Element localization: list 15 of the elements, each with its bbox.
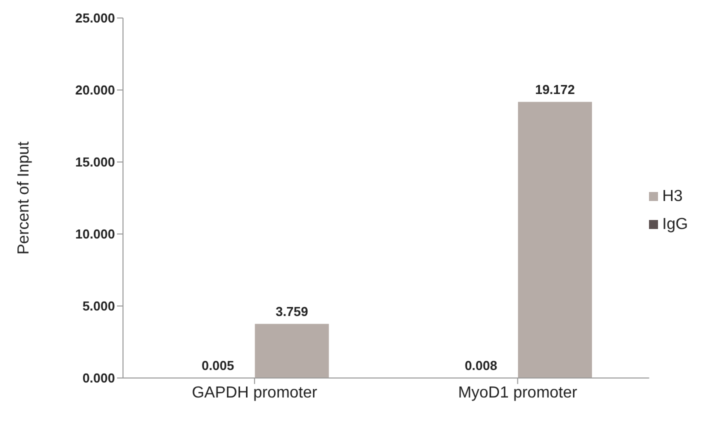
y-tick-label: 20.000 (75, 82, 115, 98)
y-axis-title: Percent of Input (16, 140, 33, 254)
legend-label: H3 (662, 188, 683, 204)
legend-label: IgG (662, 216, 688, 232)
data-label: 3.759 (276, 304, 308, 319)
data-label: 0.005 (202, 358, 234, 373)
y-tick-label: 10.000 (75, 226, 115, 242)
x-tick-label: GAPDH promoter (192, 384, 318, 402)
x-tick-label: MyoD1 promoter (458, 384, 578, 402)
data-label: 19.172 (535, 82, 575, 97)
y-tick-label: 5.000 (82, 298, 115, 314)
data-label: 0.008 (464, 358, 498, 373)
y-tick-label: 15.000 (75, 154, 115, 170)
y-tick-label: 0.000 (82, 370, 115, 386)
y-tick-label: 25.000 (75, 10, 115, 26)
